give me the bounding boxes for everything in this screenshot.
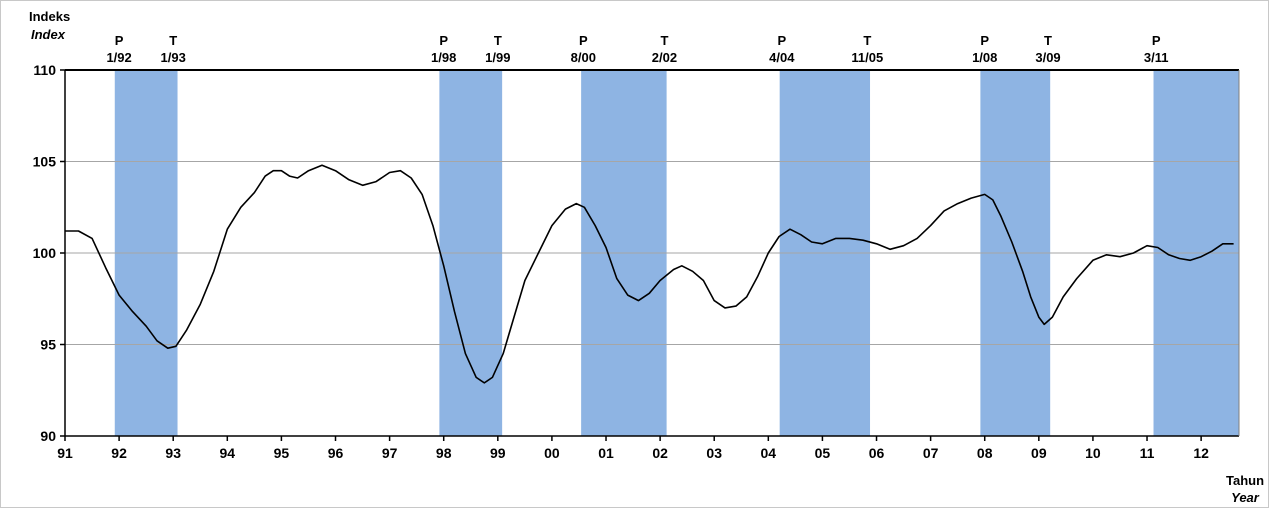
- phase-marker-date-7: 4/04: [769, 50, 795, 65]
- phase-marker-date-1: 1/92: [106, 50, 131, 65]
- y-axis-title: Indeks: [29, 9, 70, 24]
- phase-marker-letter-5: P: [579, 33, 588, 48]
- phase-marker-date-9: 1/08: [972, 50, 997, 65]
- x-tick-label-08: 08: [977, 445, 993, 461]
- phase-marker-letter-7: P: [778, 33, 787, 48]
- x-tick-label-09: 09: [1031, 445, 1047, 461]
- x-tick-label-92: 92: [111, 445, 127, 461]
- x-tick-label-97: 97: [382, 445, 398, 461]
- x-tick-label-96: 96: [328, 445, 344, 461]
- gridlines: [65, 161, 1239, 345]
- phase-marker-date-2: 1/93: [161, 50, 186, 65]
- phase-marker-letter-9: P: [980, 33, 989, 48]
- phase-marker-date-11: 3/11: [1144, 50, 1169, 65]
- x-tick-label-12: 12: [1193, 445, 1209, 461]
- phase-marker-letter-1: P: [115, 33, 124, 48]
- y-tick-label-95: 95: [40, 337, 56, 353]
- x-tick-label-07: 07: [923, 445, 939, 461]
- x-tick-label-04: 04: [761, 445, 777, 461]
- x-tick-label-02: 02: [652, 445, 668, 461]
- phase-marker-letter-10: T: [1044, 33, 1052, 48]
- y-axis-title-en: Index: [31, 27, 66, 42]
- x-tick-label-93: 93: [165, 445, 181, 461]
- phase-markers: P 1/92 T 1/93 P 1/98 T 1/99 P 8/00 T 2/02 P 4/04 T 11/0…: [106, 33, 1168, 65]
- x-tick-label-05: 05: [815, 445, 831, 461]
- x-tick-label-10: 10: [1085, 445, 1101, 461]
- x-axis-title-en: Year: [1231, 490, 1260, 505]
- phase-marker-date-3: 1/98: [431, 50, 456, 65]
- axes: [60, 69, 1240, 441]
- phase-marker-letter-6: T: [660, 33, 668, 48]
- x-tick-label-00: 00: [544, 445, 560, 461]
- y-tick-label-105: 105: [33, 154, 57, 170]
- phase-marker-letter-11: P: [1152, 33, 1161, 48]
- x-tick-label-01: 01: [598, 445, 614, 461]
- series-line-1: [65, 164, 1234, 384]
- x-axis-title: Tahun: [1226, 473, 1264, 488]
- phase-marker-date-4: 1/99: [485, 50, 510, 65]
- y-tick-label-110: 110: [33, 62, 56, 78]
- x-tick-label-99: 99: [490, 445, 506, 461]
- axis-titles: Indeks Index Tahun Year: [29, 9, 1264, 505]
- phase-marker-letter-8: T: [863, 33, 871, 48]
- phase-marker-date-5: 8/00: [571, 50, 596, 65]
- phase-marker-date-10: 3/09: [1035, 50, 1060, 65]
- series-lines: [65, 164, 1234, 384]
- x-tick-label-95: 95: [274, 445, 290, 461]
- phase-marker-date-8: 11/05: [851, 50, 883, 65]
- x-tick-label-91: 91: [57, 445, 73, 461]
- phase-marker-date-6: 2/02: [652, 50, 677, 65]
- phase-marker-letter-2: T: [169, 33, 177, 48]
- x-tick-label-11: 11: [1140, 445, 1155, 461]
- x-tick-label-98: 98: [436, 445, 452, 461]
- x-tick-label-03: 03: [706, 445, 722, 461]
- phase-marker-letter-4: T: [494, 33, 502, 48]
- y-tick-label-90: 90: [40, 428, 56, 444]
- phase-marker-letter-3: P: [439, 33, 448, 48]
- x-tick-label-94: 94: [220, 445, 236, 461]
- y-tick-label-100: 100: [33, 245, 57, 261]
- x-tick-label-06: 06: [869, 445, 885, 461]
- tick-labels: 90 95 100 105 110 91 92 93 94 95 96 97 98 99 00 01 02 03 0…: [33, 62, 1209, 461]
